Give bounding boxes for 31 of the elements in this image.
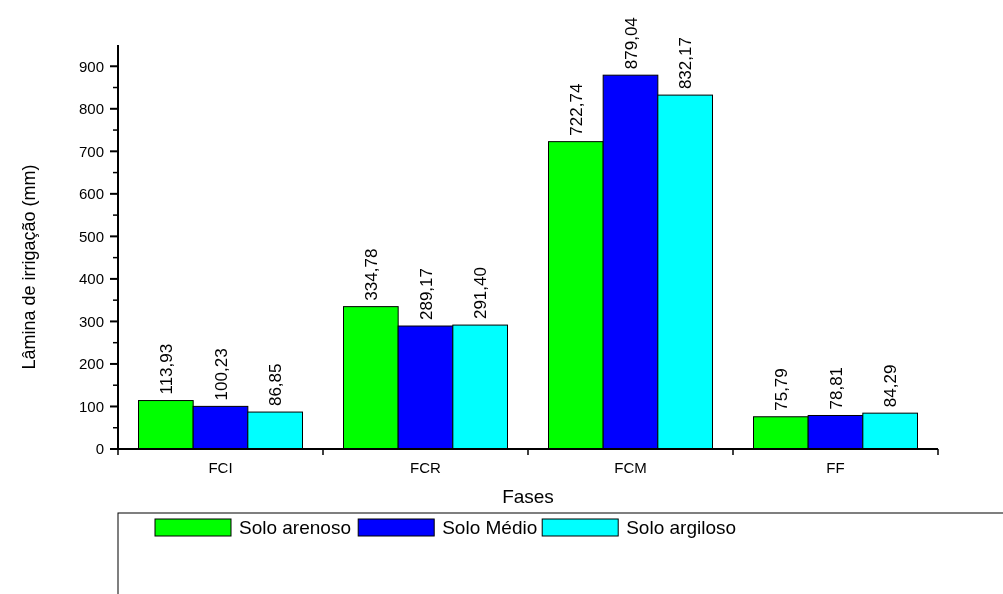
x-tick-label: FCI xyxy=(208,459,233,476)
x-axis-title: Fases xyxy=(502,486,554,507)
y-axis-title: Lâmina de irrigação (mm) xyxy=(19,164,39,370)
legend-label: Solo argiloso xyxy=(626,517,737,538)
legend-label: Solo Médio xyxy=(442,517,538,538)
y-tick-label: 200 xyxy=(78,355,104,373)
data-label: 86,85 xyxy=(266,363,286,407)
data-label: 334,78 xyxy=(361,248,381,301)
y-tick-label: 100 xyxy=(78,397,104,415)
data-label: 879,04 xyxy=(621,17,641,70)
data-label: 100,23 xyxy=(211,348,231,401)
y-tick-label: 300 xyxy=(78,312,104,330)
data-label: 113,93 xyxy=(156,343,176,395)
y-tick-label: 700 xyxy=(78,142,104,160)
y-tick-label: 500 xyxy=(78,227,104,245)
data-label: 84,29 xyxy=(881,364,901,408)
legend-label: Solo arenoso xyxy=(239,517,351,538)
y-tick-label: 600 xyxy=(78,185,104,203)
data-label: 291,40 xyxy=(471,267,491,320)
y-tick-label: 800 xyxy=(78,100,104,118)
y-tick-label: 900 xyxy=(78,57,104,75)
data-label: 78,81 xyxy=(826,366,846,410)
y-tick-label: 0 xyxy=(95,440,104,458)
y-tick-label: 400 xyxy=(78,270,104,288)
x-tick-label: FCM xyxy=(614,459,647,476)
data-label: 75,79 xyxy=(771,368,791,411)
data-label: 832,17 xyxy=(676,37,696,90)
x-tick-label: FCR xyxy=(410,459,442,476)
data-label: 722,74 xyxy=(566,83,586,136)
data-label: 289,17 xyxy=(416,268,436,321)
x-tick-label: FF xyxy=(826,459,845,476)
